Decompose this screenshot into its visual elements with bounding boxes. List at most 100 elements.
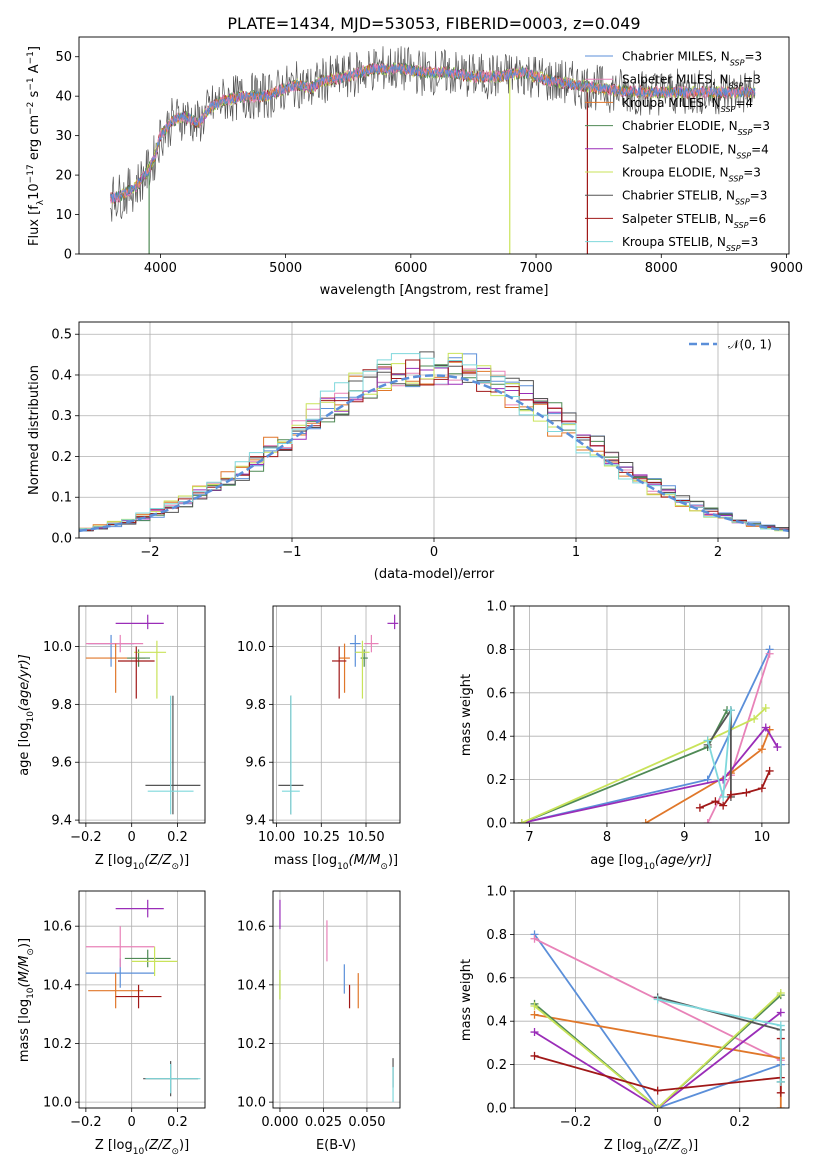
mwage-ylabel: mass weight xyxy=(459,674,474,756)
hist-kroupa-stelib xyxy=(79,353,789,531)
legend-entry: Chabrier ELODIE, NSSP=3 xyxy=(622,119,770,137)
mass_weight_vs_age-marker-kroupa-elodie xyxy=(750,714,759,723)
legend-entry: Salpeter STELIB, NSSP=6 xyxy=(622,212,766,230)
mass_vs_Z-ytick-label: 10.0 xyxy=(43,1096,72,1111)
legend-name: Salpeter ELODIE, N xyxy=(622,142,736,156)
agemass-xlabel-part: ⊙ xyxy=(380,862,388,872)
massz-xlabel: Z [log10(Z/Z⊙)] xyxy=(95,1138,189,1157)
legend-name: Kroupa ELODIE, N xyxy=(622,166,729,180)
massz-xlabel-part: )] xyxy=(179,1138,189,1153)
spectrum-ytick-label: 30 xyxy=(55,129,72,144)
mass_weight_vs_Z-marker-salpeter-elodie xyxy=(776,1008,785,1017)
legend-n: =4 xyxy=(735,96,753,110)
mass_weight_vs_Z-plot-area xyxy=(530,930,785,1108)
spectrum-ylabel-part: −2 xyxy=(26,102,36,115)
massz-xlabel-part: (Z/Z xyxy=(144,1138,172,1153)
spectrum-ylabel-part: −1 xyxy=(26,77,36,90)
mass_weight_vs_age-marker-kroupa-stelib xyxy=(703,736,712,745)
agemass-xlabel: mass [log10(M/M⊙)] xyxy=(274,853,398,872)
mass_weight_vs_Z-marker-kroupa-miles xyxy=(530,1010,539,1019)
spectrum-ytick-label: 0 xyxy=(64,248,72,263)
legend-sub: SSP xyxy=(736,151,751,160)
mass_vs_Z-axes: −0.2 0 0.210.010.210.410.6Z [log10(Z/Z⊙)]m… xyxy=(17,890,206,1157)
mass_weight_vs_Z-line-salpeter-elodie xyxy=(534,1011,782,1108)
mass_vs_Z-ytick-label: 10.6 xyxy=(43,920,72,935)
hist-xlabel: (data-model)/error xyxy=(374,567,495,582)
residuals-plot-area xyxy=(79,351,789,533)
residuals-axes: −2 −1 0 1 2 0.0 0.1 0.2 0.3 0.4 0.5 𝒩(0, 1) (data-mo… xyxy=(27,321,790,582)
age_vs_Z-xtick-label: 0.2 xyxy=(167,830,188,845)
mass_weight_vs_age-ytick-label: 0.6 xyxy=(486,686,507,701)
residuals-xtick-label: 2 xyxy=(714,545,722,560)
mwz-xlabel-part: ⊙ xyxy=(680,1147,688,1157)
residuals-ytick-label: 0.1 xyxy=(51,491,72,506)
massz-ylabel: mass [log10(M/M⊙)] xyxy=(17,938,36,1062)
agez-ylabel-part: 10 xyxy=(26,711,36,723)
mass_weight_vs_age-marker-kroupa-elodie xyxy=(761,703,770,712)
age_vs_Z-frame xyxy=(78,605,206,824)
agez-ylabel-part: (age/yr)] xyxy=(17,654,32,711)
agez-xlabel-part: (Z/Z xyxy=(144,853,172,868)
mass_weight_vs_age-marker-salpeter-stelib xyxy=(765,766,774,775)
mass_weight_vs_age-marker-salpeter-miles xyxy=(765,649,774,658)
legend-n: =3 xyxy=(743,73,761,87)
spectrum-ylabel-part: s xyxy=(27,90,42,101)
mass_weight_vs_Z-marker-salpeter-stelib xyxy=(530,1051,539,1060)
age_vs_mass-ytick-label: 9.8 xyxy=(245,698,266,713)
mwz-ylabel: mass weight xyxy=(459,959,474,1041)
legend-n: =3 xyxy=(750,189,768,203)
agez-ylabel-part: age [log xyxy=(17,723,32,776)
mass_weight_vs_Z-marker-salpeter-miles xyxy=(530,934,539,943)
mass_vs_ebv-xtick-label: 0.050 xyxy=(348,1115,385,1130)
mass_weight_vs_age-marker-salpeter-stelib xyxy=(719,801,728,810)
spectrum-xtick-label: 4000 xyxy=(144,261,177,276)
legend-sub: SSP xyxy=(734,220,749,229)
mwz-xlabel-part: 10 xyxy=(642,1147,654,1157)
spectrum-ylabel-part: A xyxy=(27,64,42,77)
age_vs_mass-xtick-label: 10.50 xyxy=(347,830,384,845)
age_vs_Z-ytick-label: 9.8 xyxy=(51,698,72,713)
residuals-ytick-label: 0.3 xyxy=(51,409,72,424)
spectrum-ylabel-part: λ xyxy=(36,199,46,205)
mass_vs_ebv-ytick-label: 10.6 xyxy=(237,920,266,935)
spectrum-title: PLATE=1434, MJD=53053, FIBERID=0003, z=0… xyxy=(227,14,640,33)
mass_weight_vs_age-ytick-label: 1.0 xyxy=(486,600,507,615)
mass_weight_vs_Z-marker-kroupa-elodie xyxy=(530,1002,539,1011)
spectrum-line-salpeter-miles xyxy=(109,63,756,205)
mass_weight_vs_Z-marker-kroupa-stelib xyxy=(776,1021,785,1030)
mass_weight_vs_age-line-salpeter-elodie xyxy=(521,725,779,823)
agemass-xlabel-part: (M/M xyxy=(349,853,381,868)
mass_weight_vs_age-marker-salpeter-elodie xyxy=(761,723,770,732)
mwage-xlabel-part: 10 xyxy=(643,862,655,872)
mass_vs_ebv-ytick-label: 10.2 xyxy=(237,1037,266,1052)
mass_weight_vs_age-frame xyxy=(513,605,790,824)
mass_weight_vs_age-marker-salpeter-miles xyxy=(703,819,712,823)
agemass-xlabel-part: )] xyxy=(388,853,398,868)
mass_weight_vs_Z-ytick-label: 0.4 xyxy=(486,1015,507,1030)
mass_weight_vs_Z-marker-kroupa-stelib xyxy=(776,1077,785,1086)
mass_weight_vs_age-xtick-label: 9 xyxy=(680,830,688,845)
legend-sub: SSP xyxy=(721,104,736,113)
mass_weight_vs_age-marker-kroupa-miles xyxy=(757,745,766,754)
mass_vs_ebv-xtick-label: 0.025 xyxy=(305,1115,342,1130)
legend-sub: SSP xyxy=(730,58,745,67)
age_vs_mass-ytick-label: 10.0 xyxy=(237,640,266,655)
mass_vs_ebv-frame xyxy=(272,890,401,1109)
mass_weight_vs_Z-marker-kroupa-stelib xyxy=(653,995,662,1004)
mass_weight_vs_Z-line-chabrier-elodie xyxy=(533,994,782,1108)
legend-sub: SSP xyxy=(726,244,741,253)
massz-xlabel-part: 10 xyxy=(133,1147,145,1157)
legend-n: =6 xyxy=(748,212,766,226)
legend-n: =3 xyxy=(743,166,761,180)
spectrum-xtick-label: 8000 xyxy=(645,261,678,276)
agemass-xlabel-part: mass [log xyxy=(274,853,337,868)
spectrum-ytick-label: 40 xyxy=(55,90,72,105)
age_vs_mass-frame xyxy=(272,605,401,824)
spectrum-line-chabrier-miles xyxy=(109,63,756,203)
age_vs_Z-xtick-label: −0.2 xyxy=(70,830,102,845)
age_vs_Z-plot-area xyxy=(85,614,201,815)
legend-entry: Salpeter ELODIE, NSSP=4 xyxy=(622,142,769,160)
mass_weight_vs_age-line-kroupa-miles xyxy=(645,729,771,823)
